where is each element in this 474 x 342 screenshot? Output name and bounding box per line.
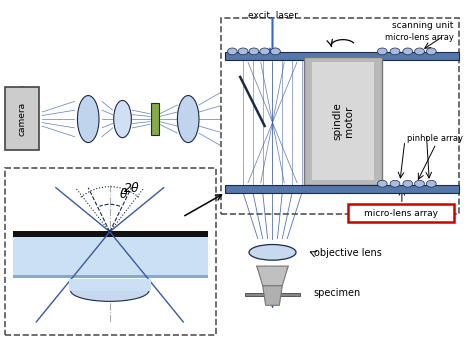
Ellipse shape	[427, 48, 436, 55]
Bar	[304, 57, 382, 185]
Ellipse shape	[260, 48, 270, 55]
Text: 2θ: 2θ	[124, 182, 139, 195]
Polygon shape	[263, 286, 283, 305]
Ellipse shape	[390, 48, 400, 55]
Text: camera: camera	[18, 102, 27, 136]
Ellipse shape	[415, 48, 424, 55]
Ellipse shape	[249, 245, 296, 260]
Ellipse shape	[377, 48, 387, 55]
Ellipse shape	[228, 48, 237, 55]
Bar	[312, 62, 374, 180]
Text: micro-lens array: micro-lens array	[364, 209, 438, 218]
Text: scanning unit: scanning unit	[392, 21, 454, 30]
Ellipse shape	[114, 101, 131, 138]
Ellipse shape	[249, 48, 259, 55]
Ellipse shape	[403, 180, 413, 187]
Bar	[13, 237, 208, 278]
Bar	[220, 18, 459, 214]
Ellipse shape	[71, 280, 149, 301]
Ellipse shape	[390, 180, 400, 187]
Text: θ: θ	[119, 188, 127, 201]
Ellipse shape	[415, 180, 424, 187]
Text: specimen: specimen	[314, 288, 361, 298]
Bar	[226, 52, 459, 60]
Ellipse shape	[403, 48, 413, 55]
Bar	[226, 185, 459, 193]
Ellipse shape	[177, 95, 199, 143]
Bar	[348, 204, 454, 222]
Ellipse shape	[427, 180, 436, 187]
Ellipse shape	[77, 95, 99, 143]
Bar	[5, 168, 216, 335]
Ellipse shape	[271, 48, 280, 55]
Bar	[245, 292, 300, 297]
Text: pinhole array: pinhole array	[407, 134, 463, 143]
Text: excit. laser: excit. laser	[247, 11, 297, 20]
Text: spindle
motor: spindle motor	[332, 102, 354, 140]
Bar	[13, 275, 208, 278]
Ellipse shape	[377, 180, 387, 187]
Text: camera: camera	[17, 84, 26, 118]
Polygon shape	[257, 266, 288, 286]
Text: micro-lens array: micro-lens array	[385, 33, 454, 42]
Bar	[151, 103, 159, 135]
Bar	[69, 279, 151, 291]
Text: objective lens: objective lens	[314, 248, 382, 258]
Bar	[5, 87, 39, 150]
Bar	[13, 231, 208, 237]
Ellipse shape	[238, 48, 248, 55]
